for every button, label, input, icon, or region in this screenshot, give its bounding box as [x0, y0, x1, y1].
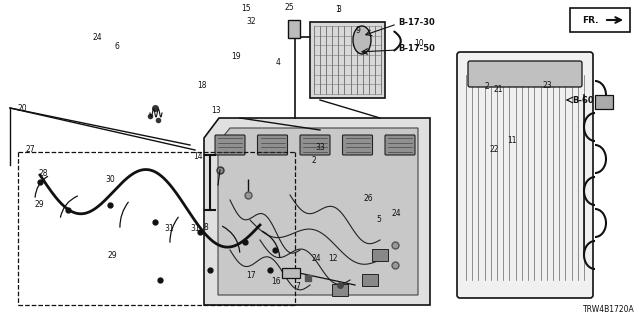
FancyBboxPatch shape	[468, 61, 582, 87]
Text: 24: 24	[92, 33, 102, 42]
Bar	[332, 284, 348, 296]
Text: B-17-50: B-17-50	[398, 44, 435, 52]
Text: 8: 8	[204, 223, 209, 232]
Text: 20: 20	[17, 104, 28, 113]
Text: 15: 15	[241, 4, 251, 12]
Text: 9: 9	[356, 26, 361, 35]
Text: B-60: B-60	[572, 95, 594, 105]
Text: 29: 29	[35, 200, 45, 209]
Text: 1: 1	[335, 5, 340, 14]
Text: B-17-30: B-17-30	[398, 18, 435, 27]
Text: 13: 13	[211, 106, 221, 115]
FancyBboxPatch shape	[457, 52, 593, 298]
Bar	[595, 95, 613, 109]
Text: 14: 14	[193, 152, 204, 161]
FancyBboxPatch shape	[342, 135, 372, 155]
Bar	[310, 22, 385, 98]
Bar	[282, 268, 300, 278]
Text: 6: 6	[114, 42, 119, 51]
Text: 31: 31	[190, 224, 200, 233]
Text: 2: 2	[311, 156, 316, 164]
Bar	[362, 274, 378, 286]
Bar	[288, 20, 300, 38]
Polygon shape	[218, 128, 418, 295]
Text: 28: 28	[39, 169, 48, 178]
Text: 3: 3	[337, 5, 342, 14]
Text: 10: 10	[414, 39, 424, 48]
Text: 12: 12	[328, 254, 337, 263]
Text: 31: 31	[164, 224, 175, 233]
FancyBboxPatch shape	[257, 135, 287, 155]
Text: TRW4B1720A: TRW4B1720A	[583, 305, 635, 314]
Text: 18: 18	[197, 81, 206, 90]
Text: 29: 29	[107, 251, 117, 260]
Text: 16: 16	[271, 277, 282, 286]
Text: 5: 5	[376, 215, 381, 224]
Text: 17: 17	[246, 271, 256, 280]
Text: 7: 7	[296, 282, 301, 291]
Text: 11: 11	[508, 136, 516, 145]
Ellipse shape	[353, 26, 371, 54]
Bar	[372, 249, 388, 261]
Bar	[570, 8, 630, 32]
Text: 25: 25	[284, 3, 294, 12]
FancyBboxPatch shape	[215, 135, 245, 155]
Text: 21: 21	[493, 85, 502, 94]
Text: 24: 24	[392, 209, 402, 218]
Text: 26: 26	[363, 194, 373, 203]
Text: 22: 22	[490, 145, 499, 154]
FancyBboxPatch shape	[385, 135, 415, 155]
Text: 33: 33	[315, 143, 325, 152]
Text: 23: 23	[542, 81, 552, 90]
Text: 32: 32	[246, 17, 256, 26]
Text: 27: 27	[26, 145, 36, 154]
Text: 19: 19	[230, 52, 241, 61]
Text: FR.: FR.	[582, 15, 598, 25]
Text: 4: 4	[276, 58, 281, 67]
Polygon shape	[204, 118, 430, 305]
Text: 24: 24	[312, 254, 322, 263]
Text: 30: 30	[105, 175, 115, 184]
FancyBboxPatch shape	[300, 135, 330, 155]
Text: 2: 2	[484, 82, 489, 91]
